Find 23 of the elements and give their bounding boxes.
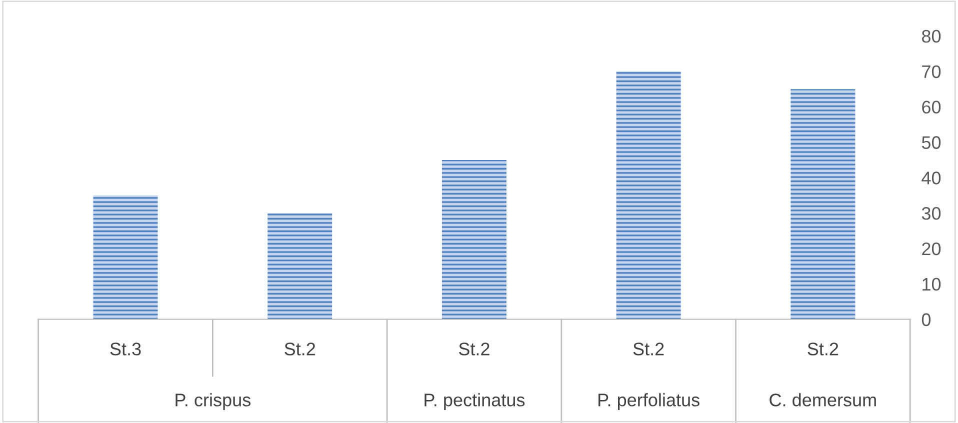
y-tick-label: 0 [922,313,931,326]
y-tick-label: 80 [922,30,941,43]
bar [616,71,681,320]
bar [268,213,332,320]
y-tick-label: 60 [922,100,941,114]
text: C. demersum [770,393,876,406]
y-tick-label: 10 [922,278,941,291]
x-tick-label: St.2 [458,342,490,356]
bar [790,89,856,320]
y-tick-label: 20 [922,242,941,256]
y-tick-label: 70 [922,65,941,78]
text: P. crispus [176,393,250,410]
text: P. pectinatus [424,393,525,410]
y-tick-label: 40 [922,172,941,184]
bar [442,160,506,320]
x-tick-label: St.2 [284,342,316,356]
bar [93,195,158,320]
x-tick-label: St.2 [633,342,664,356]
x-tick-label: St.3 [110,342,141,356]
x-tick-label: St.2 [808,342,838,356]
text: P. perfoliatus [598,393,700,410]
y-tick-label: 50 [922,136,941,149]
y-tick-label: 30 [922,207,941,220]
